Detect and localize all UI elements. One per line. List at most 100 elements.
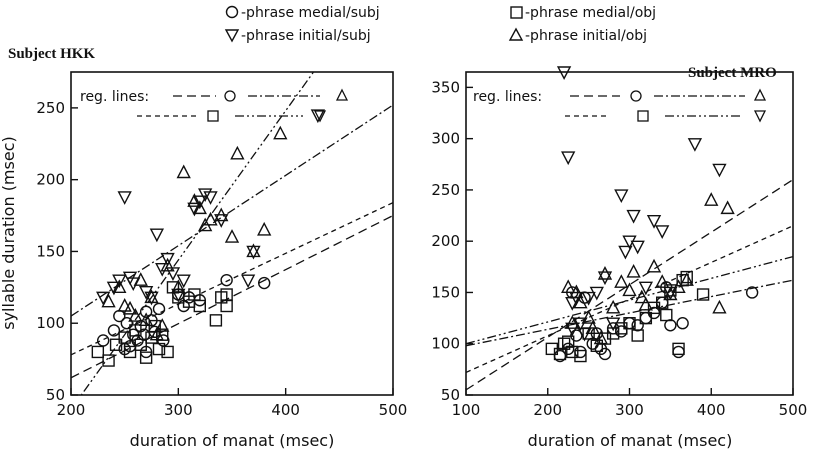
data-point <box>134 338 147 351</box>
data-point <box>152 302 166 316</box>
data-point <box>273 125 288 140</box>
y-tick-label: 200 <box>36 171 65 189</box>
data-point <box>626 263 641 278</box>
data-point <box>258 276 271 290</box>
data-point <box>569 284 584 299</box>
data-point <box>561 151 576 166</box>
square-marker-icon <box>207 110 219 122</box>
data-point <box>118 331 131 344</box>
data-point <box>679 272 694 286</box>
data-point <box>240 274 256 289</box>
data-point <box>638 281 654 296</box>
legend: -phrase medial/subj -phrase initial/subj… <box>224 5 656 44</box>
data-point <box>172 291 185 304</box>
reg-label: reg. lines: <box>80 89 149 105</box>
data-point <box>597 265 613 280</box>
triangle-up-marker-icon <box>335 88 349 101</box>
circle-marker-icon <box>630 90 642 102</box>
data-point <box>664 284 677 297</box>
data-point <box>149 326 165 341</box>
data-point <box>117 297 132 312</box>
circle-marker-icon <box>224 90 236 102</box>
x-axis-label: duration of manat (msec) <box>130 431 335 450</box>
y-tick-label: 50 <box>441 386 460 404</box>
data-point <box>663 286 678 301</box>
x-tick-label: 300 <box>615 401 644 419</box>
plot-frame <box>465 71 794 396</box>
data-point <box>109 338 123 351</box>
data-point <box>133 272 148 286</box>
data-point <box>224 229 240 243</box>
data-points <box>91 109 326 367</box>
data-point <box>720 200 735 215</box>
y-tick-label: 100 <box>36 314 65 332</box>
data-point <box>598 347 612 361</box>
legend-item-initial-obj: -phrase initial/obj <box>508 27 647 44</box>
y-tick-label: 200 <box>431 232 460 250</box>
data-point <box>626 209 641 224</box>
data-point <box>152 342 166 356</box>
data-point <box>122 300 138 315</box>
data-point <box>171 279 186 294</box>
reg-lines-key: reg. lines: <box>80 88 349 123</box>
data-point <box>631 329 644 342</box>
y-tick-label: 250 <box>431 181 460 199</box>
y-tick-label: 100 <box>431 335 460 353</box>
y-tick-label: 50 <box>46 386 65 404</box>
data-point <box>220 288 233 301</box>
data-point <box>745 286 759 299</box>
data-point <box>203 211 218 226</box>
data-point <box>193 299 207 313</box>
data-point <box>623 317 636 330</box>
data-point <box>149 228 165 243</box>
legend-label: -phrase initial/obj <box>525 28 647 44</box>
data-point <box>672 342 685 356</box>
regression-line-triangle-up <box>466 279 793 347</box>
legend-label: -phrase initial/subj <box>241 28 371 44</box>
data-point <box>188 288 201 301</box>
data-point <box>107 324 121 337</box>
x-tick-label: 400 <box>697 401 726 419</box>
data-point <box>117 191 132 205</box>
data-point <box>664 319 677 332</box>
data-point <box>630 240 645 255</box>
data-point <box>230 145 245 160</box>
data-point <box>176 164 191 179</box>
data-point <box>556 66 572 81</box>
legend-label: -phrase medial/subj <box>241 5 380 21</box>
triangle-down-marker-icon <box>313 110 327 123</box>
data-point <box>106 281 122 296</box>
x-tick-label: 100 <box>452 401 481 419</box>
data-point <box>160 252 175 267</box>
data-point <box>165 267 181 281</box>
reg-lines-key: reg. lines: <box>473 88 767 123</box>
data-point <box>680 270 693 284</box>
x-tick-label: 200 <box>533 401 562 419</box>
data-point <box>209 314 223 327</box>
data-point <box>565 315 580 329</box>
data-point <box>122 271 138 286</box>
triangle-up-marker-icon <box>508 27 524 41</box>
data-point <box>655 274 670 288</box>
data-point <box>187 202 202 217</box>
regression-line-circle <box>466 179 793 391</box>
data-point <box>144 289 159 304</box>
data-point <box>553 347 567 361</box>
data-point <box>614 274 629 288</box>
data-point <box>687 138 703 152</box>
chart-1-subtitle: Subject HKK <box>8 46 95 62</box>
data-point <box>639 311 653 325</box>
data-point <box>585 320 600 335</box>
data-point <box>214 207 229 222</box>
regression-line-triangle-up <box>71 104 393 317</box>
data-point <box>561 279 576 294</box>
data-point <box>203 191 218 205</box>
x-tick-label: 500 <box>379 401 408 419</box>
data-point <box>581 310 596 324</box>
data-point <box>646 258 662 273</box>
data-point <box>155 262 170 277</box>
triangle-down-marker-icon <box>753 110 767 123</box>
data-point <box>128 308 143 322</box>
data-point <box>565 322 580 337</box>
data-point <box>605 299 621 314</box>
